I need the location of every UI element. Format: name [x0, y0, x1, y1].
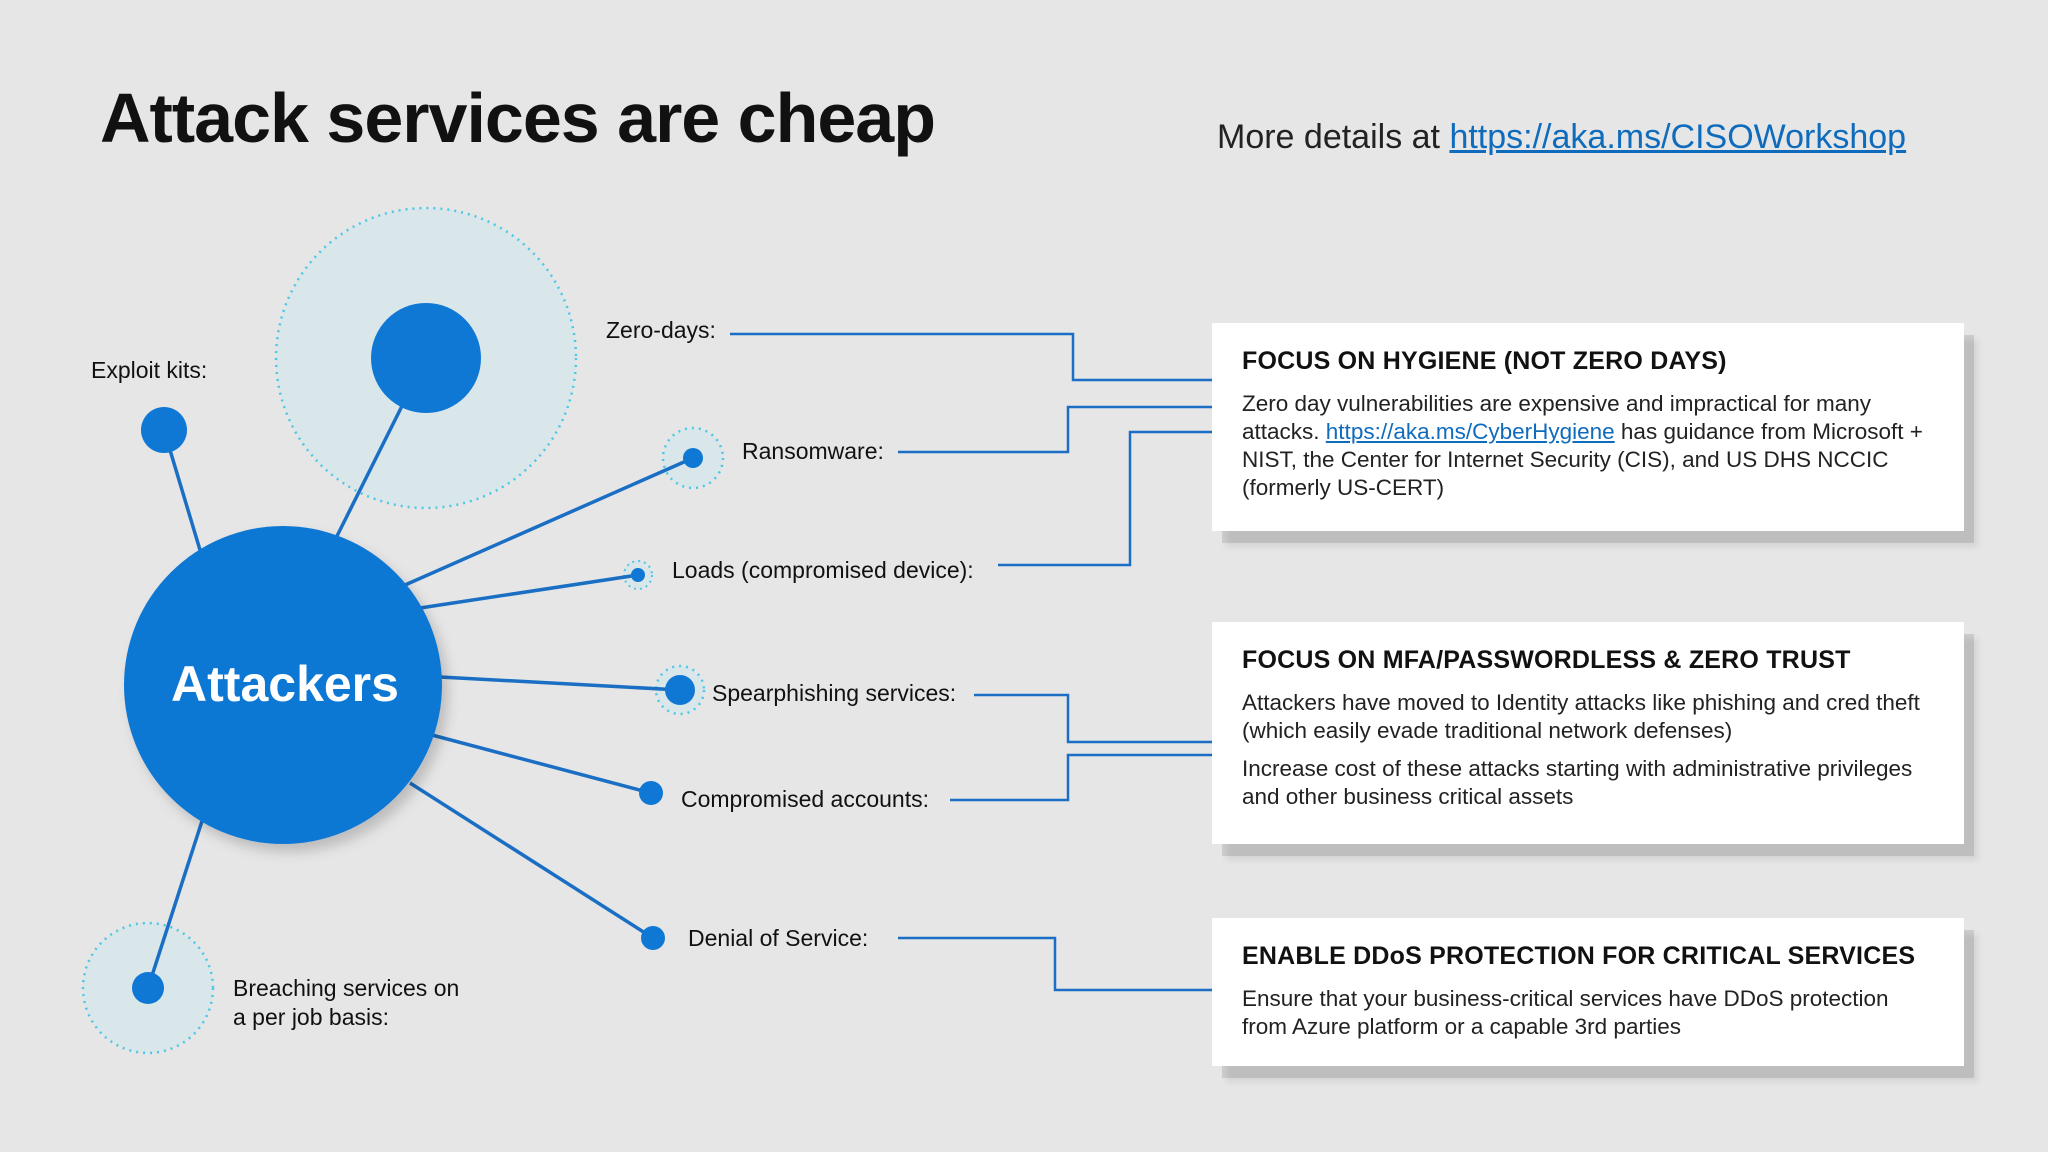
ransomware-node: [683, 448, 703, 468]
label-loads: Loads (compromised device):: [672, 557, 974, 583]
page-title: Attack services are cheap: [100, 79, 936, 157]
spoke-loads: [419, 573, 639, 610]
card-mfa: FOCUS ON MFA/PASSWORDLESS & ZERO TRUST A…: [1212, 622, 1964, 844]
attackers-hub-label: Attackers: [171, 656, 399, 712]
connector-loads: [998, 430, 1212, 567]
card-hygiene-text-end: has guidance from Microsoft + NIST, the …: [1242, 419, 1923, 500]
denial-of-service-node: [641, 926, 665, 950]
ciso-workshop-link[interactable]: https://aka.ms/CISOWorkshop: [1449, 118, 1907, 156]
connector-denial-of-service: [898, 936, 1212, 992]
connector-compromised-accounts: [950, 753, 1212, 802]
breaching-node: [132, 972, 164, 1004]
label-breaching-line2: a per job basis:: [233, 1004, 389, 1030]
card-ddos-para1: Ensure that your business-critical servi…: [1242, 986, 1889, 1039]
more-details: More details at https://aka.ms/CISOWorks…: [1217, 118, 1906, 157]
label-zero-days: Zero-days:: [606, 317, 716, 343]
label-compromised-accounts: Compromised accounts:: [681, 786, 929, 812]
card-mfa-heading: FOCUS ON MFA/PASSWORDLESS & ZERO TRUST: [1242, 646, 1851, 674]
spearphishing-node: [665, 675, 695, 705]
card-ddos-heading: ENABLE DDoS PROTECTION FOR CRITICAL SERV…: [1242, 942, 1916, 970]
card-hygiene-text-start: Zero day vulnerabilities are expensive a…: [1242, 391, 1872, 444]
card-hygiene-heading: FOCUS ON HYGIENE (NOT ZERO DAYS): [1242, 347, 1727, 375]
card-hygiene: FOCUS ON HYGIENE (NOT ZERO DAYS) Zero da…: [1212, 323, 1964, 531]
connector-spearphishing: [974, 693, 1212, 744]
label-ransomware: Ransomware:: [742, 438, 884, 464]
label-breaching-services: Breaching services on a per job basis:: [233, 974, 459, 1032]
loads-node: [631, 568, 645, 582]
exploit-kits-node: [141, 407, 187, 453]
label-spearphishing: Spearphishing services:: [712, 680, 957, 706]
connector-ransomware: [898, 405, 1212, 454]
compromised-accounts-node: [639, 781, 663, 805]
spoke-denial-of-service: [409, 781, 654, 940]
spoke-spearphishing: [439, 675, 681, 692]
card-hygiene-text: Zero day vulnerabilities are expensive a…: [1242, 390, 1934, 502]
spoke-compromised-accounts: [431, 733, 652, 795]
label-denial-of-service: Denial of Service:: [688, 925, 869, 951]
spoke-ransomware: [404, 456, 694, 587]
spoke-breaching: [146, 817, 205, 989]
attackers-hub: [124, 526, 442, 844]
label-breaching-line1: Breaching services on: [233, 975, 460, 1001]
zero-days-node: [371, 303, 481, 413]
card-mfa-para1: Attackers have moved to Identity attacks…: [1242, 690, 1920, 743]
card-ddos: ENABLE DDoS PROTECTION FOR CRITICAL SERV…: [1212, 918, 1964, 1066]
connector-zero-days: [730, 332, 1212, 382]
cyber-hygiene-link[interactable]: https://aka.ms/CyberHygiene: [1325, 419, 1615, 444]
label-exploit-kits: Exploit kits:: [91, 357, 208, 383]
card-mfa-para2: Increase cost of these attacks starting …: [1242, 756, 1913, 809]
more-details-prefix: More details at: [1217, 118, 1450, 156]
